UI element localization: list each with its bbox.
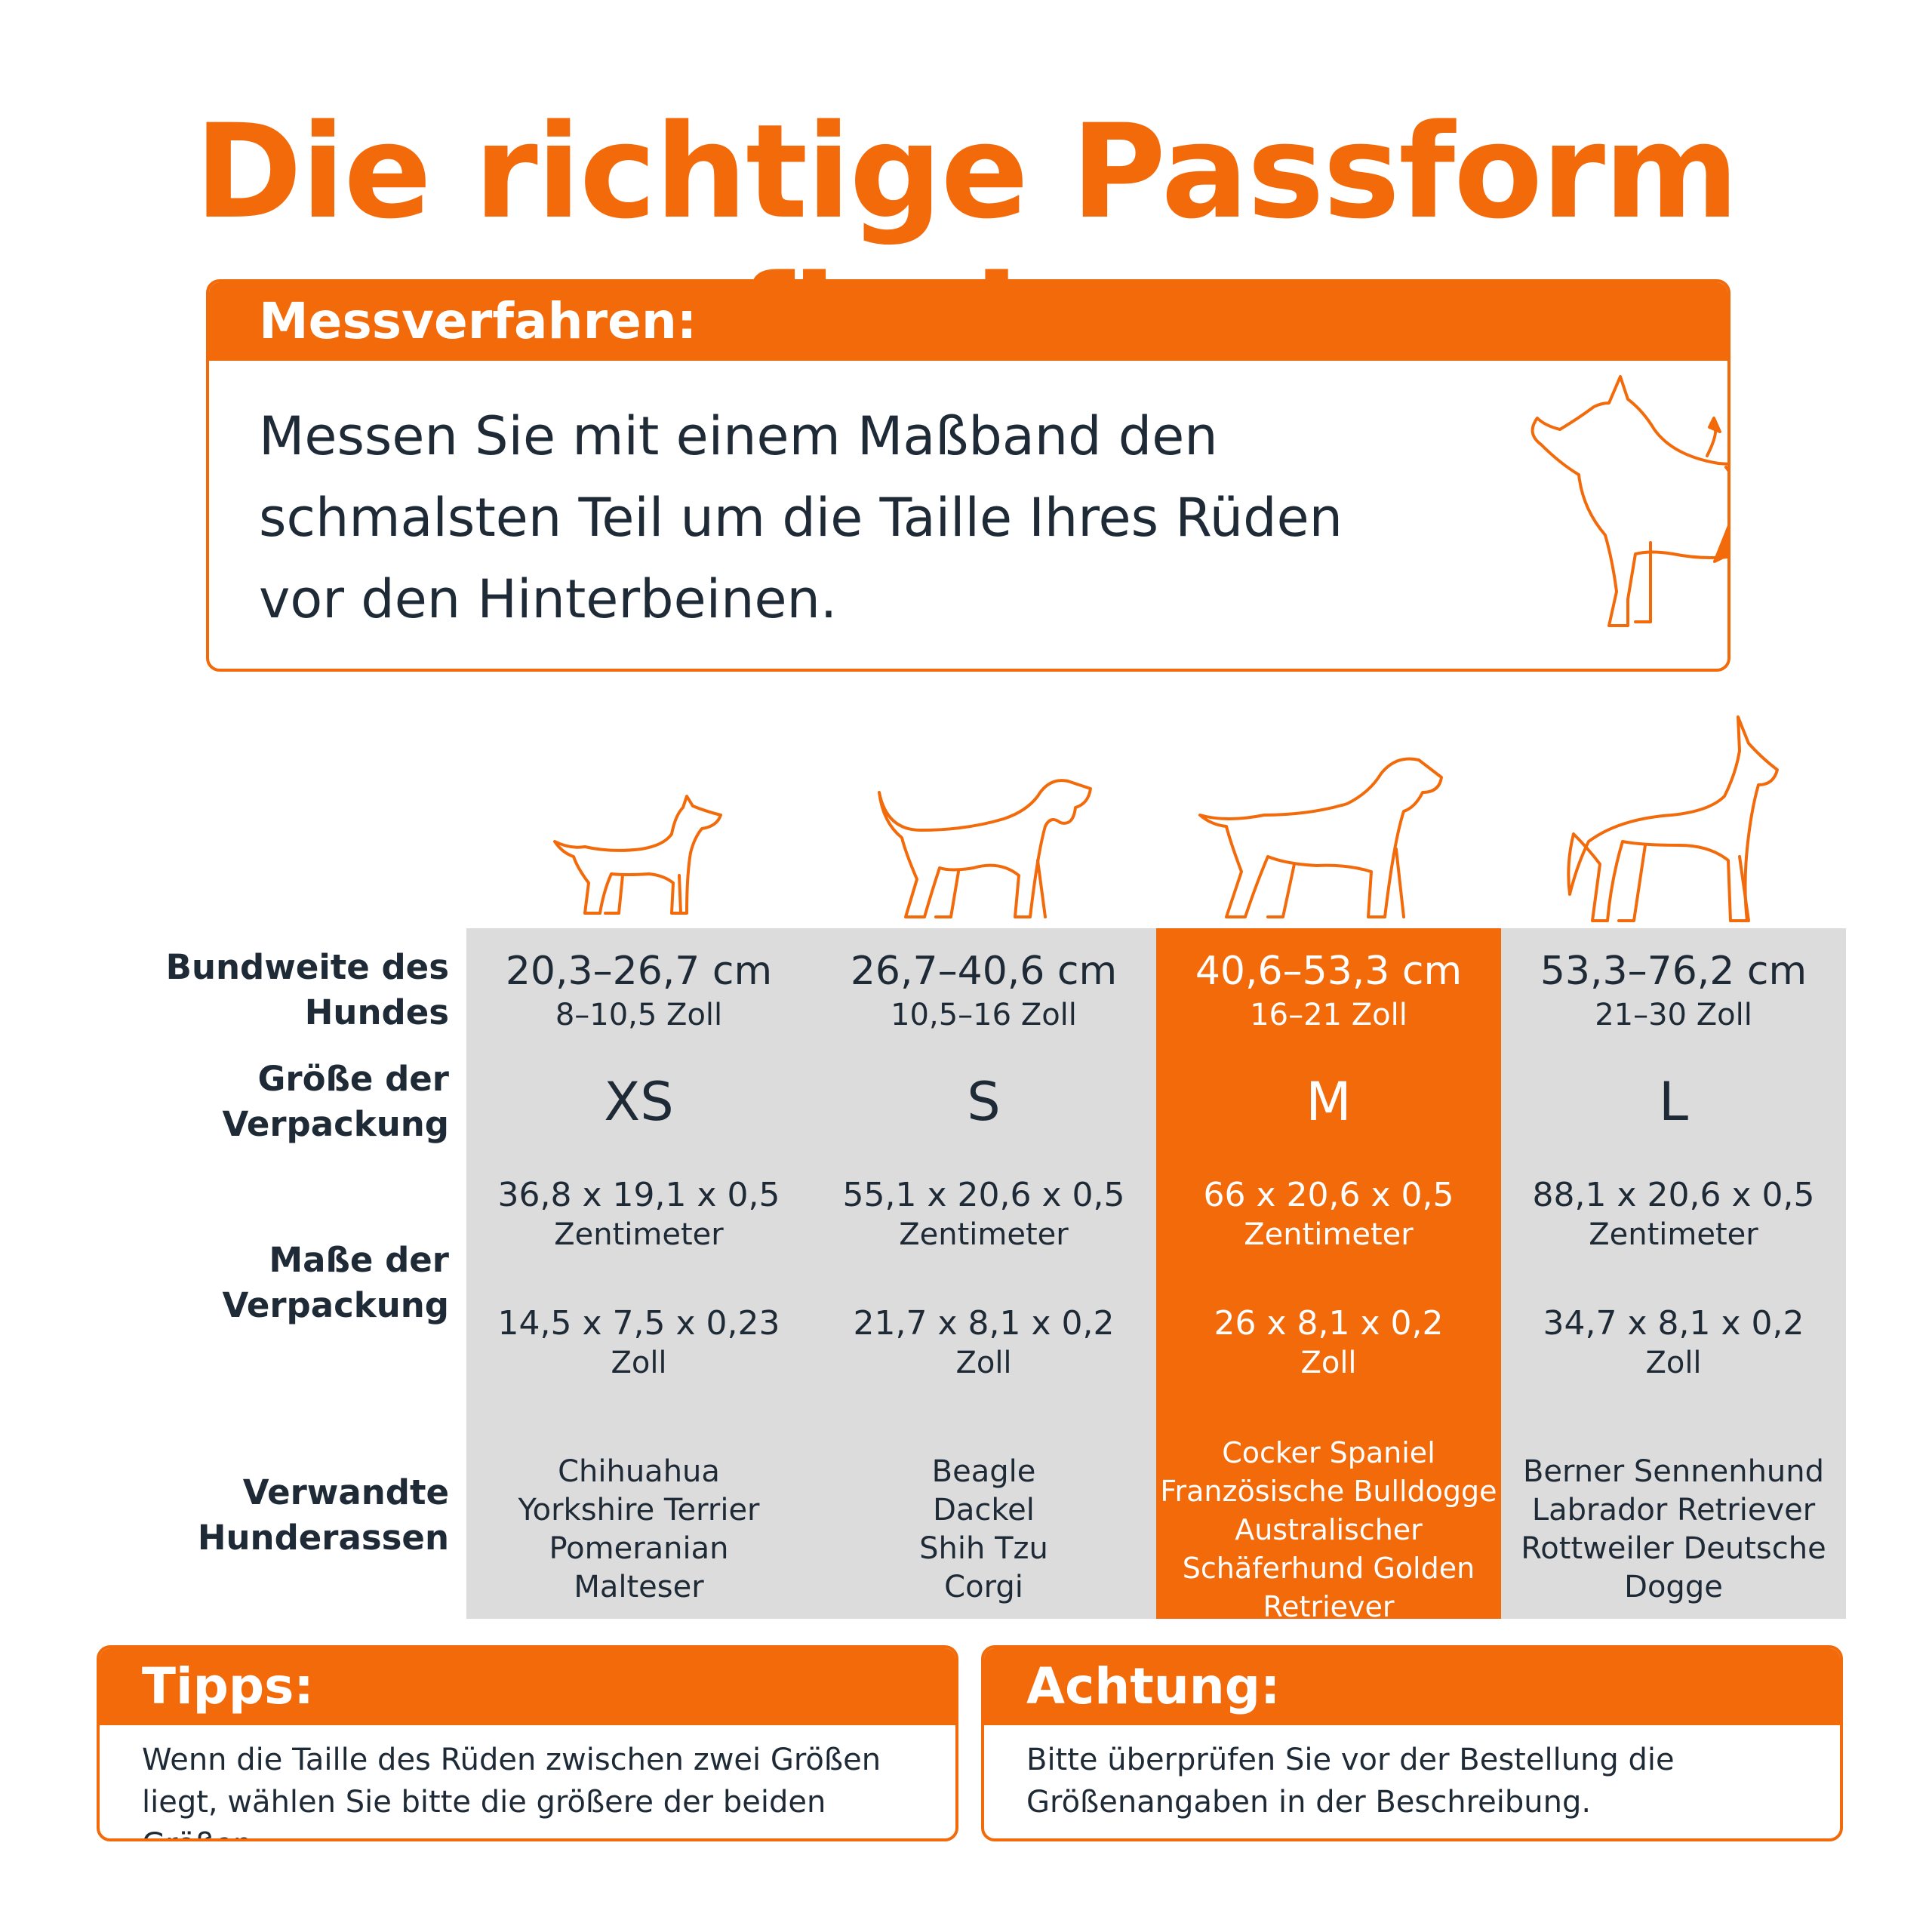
- dims-in-cell: 34,7 x 8,1 x 0,2 Zoll: [1501, 1304, 1846, 1383]
- unit-inch: Zoll: [955, 1346, 1012, 1380]
- breed: Australischer: [1235, 1513, 1423, 1546]
- warning-line: Größenangaben in der Beschreibung.: [1026, 1785, 1592, 1820]
- dims-cm: 66 x 20,6 x 0,5: [1203, 1176, 1454, 1214]
- tips-text: Wenn die Taille des Rüden zwischen zwei …: [142, 1739, 942, 1838]
- unit-cm: Zentimeter: [1244, 1217, 1414, 1252]
- row-label-breeds: Verwandte Hunderassen: [113, 1470, 449, 1561]
- breeds-cell: Cocker Spaniel Französische Bulldogge Au…: [1156, 1434, 1501, 1626]
- waist-cell: 20,3–26,7 cm 8–10,5 Zoll: [466, 947, 811, 1035]
- dims-in-cell: 26 x 8,1 x 0,2 Zoll: [1156, 1304, 1501, 1383]
- dims-cm-cell: 36,8 x 19,1 x 0,5 Zentimeter: [466, 1176, 811, 1254]
- warning-heading: Achtung:: [984, 1648, 1840, 1725]
- waist-inch: 16–21 Zoll: [1250, 998, 1407, 1032]
- breed: Dogge: [1624, 1570, 1723, 1604]
- breed: Retriever: [1263, 1590, 1395, 1623]
- waist-inch: 10,5–16 Zoll: [891, 998, 1077, 1032]
- dims-cm: 55,1 x 20,6 x 0,5: [842, 1176, 1125, 1214]
- breed: Shih Tzu: [919, 1531, 1048, 1566]
- breed: Schäferhund Golden: [1182, 1552, 1475, 1585]
- breed: Chihuahua: [558, 1454, 720, 1489]
- row-label-package-size: Größe der Verpackung: [113, 1057, 449, 1147]
- breed: Französische Bulldogge: [1160, 1475, 1497, 1508]
- row-label-package-dims: Maße der Verpackung: [113, 1238, 449, 1328]
- unit-inch: Zoll: [1300, 1346, 1357, 1380]
- dims-cm-cell: 66 x 20,6 x 0,5 Zentimeter: [1156, 1176, 1501, 1254]
- breed: Yorkshire Terrier: [518, 1493, 760, 1527]
- dims-cm: 36,8 x 19,1 x 0,5: [497, 1176, 780, 1214]
- dog-measuring-icon: [1531, 375, 1727, 627]
- package-size: S: [967, 1071, 1001, 1133]
- dims-cm-cell: 55,1 x 20,6 x 0,5 Zentimeter: [811, 1176, 1156, 1254]
- tips-line: liegt, wählen Sie bitte die größere der …: [142, 1785, 826, 1838]
- breed: Labrador Retriever: [1531, 1493, 1816, 1527]
- tips-line: Wenn die Taille des Rüden zwischen zwei …: [142, 1743, 881, 1777]
- tips-box: Tipps: Wenn die Taille des Rüden zwische…: [97, 1645, 958, 1841]
- great-dane-icon: [1567, 715, 1779, 922]
- breeds-cell: Chihuahua Yorkshire Terrier Pomeranian M…: [466, 1453, 811, 1607]
- column-m-highlight: [1156, 928, 1501, 1619]
- row-label-line: Verpackung: [222, 1104, 449, 1144]
- warning-box: Achtung: Bitte überprüfen Sie vor der Be…: [981, 1645, 1843, 1841]
- beagle-icon: [878, 779, 1092, 918]
- row-label-line: Verwandte: [242, 1472, 449, 1512]
- unit-cm: Zentimeter: [899, 1217, 1069, 1252]
- breed: Corgi: [944, 1570, 1023, 1604]
- breed: Rottweiler Deutsche: [1521, 1531, 1826, 1566]
- package-size: XS: [604, 1071, 674, 1133]
- waist-cm: 53,3–76,2 cm: [1540, 949, 1807, 994]
- waist-cell: 40,6–53,3 cm 16–21 Zoll: [1156, 947, 1501, 1035]
- breed: Pomeranian: [549, 1531, 729, 1566]
- small-dog-icon: [553, 795, 722, 915]
- waist-inch: 21–30 Zoll: [1595, 998, 1752, 1032]
- package-size: M: [1306, 1071, 1352, 1133]
- warning-line: Bitte überprüfen Sie vor der Bestellung …: [1026, 1743, 1675, 1777]
- waist-cm: 20,3–26,7 cm: [505, 949, 773, 994]
- dims-cm: 88,1 x 20,6 x 0,5: [1532, 1176, 1815, 1214]
- breed: Beagle: [931, 1454, 1036, 1489]
- measuring-box: Messverfahren: Messen Sie mit einem Maßb…: [206, 279, 1730, 672]
- dims-cm-cell: 88,1 x 20,6 x 0,5 Zentimeter: [1501, 1176, 1846, 1254]
- dims-inch: 26 x 8,1 x 0,2: [1214, 1304, 1444, 1343]
- unit-inch: Zoll: [1645, 1346, 1702, 1380]
- waist-cell: 53,3–76,2 cm 21–30 Zoll: [1501, 947, 1846, 1035]
- row-label-line: Verpackung: [222, 1285, 449, 1325]
- row-label-line: Hundes: [304, 992, 449, 1032]
- breed: Cocker Spaniel: [1222, 1436, 1435, 1469]
- waist-cm: 40,6–53,3 cm: [1195, 949, 1463, 994]
- breed: Malteser: [574, 1570, 704, 1604]
- unit-cm: Zentimeter: [1589, 1217, 1758, 1252]
- column-l: [1501, 928, 1846, 1619]
- package-size: L: [1659, 1071, 1688, 1133]
- breed: Berner Sennenhund: [1522, 1454, 1825, 1489]
- column-xs: [466, 928, 811, 1619]
- warning-text: Bitte überprüfen Sie vor der Bestellung …: [1026, 1739, 1826, 1823]
- breeds-cell: Beagle Dackel Shih Tzu Corgi: [811, 1453, 1156, 1607]
- dims-inch: 21,7 x 8,1 x 0,2: [853, 1304, 1115, 1343]
- measuring-line: vor den Hinterbeinen.: [259, 568, 838, 630]
- dims-in-cell: 21,7 x 8,1 x 0,2 Zoll: [811, 1304, 1156, 1383]
- dims-inch: 34,7 x 8,1 x 0,2: [1543, 1304, 1804, 1343]
- breeds-cell: Berner Sennenhund Labrador Retriever Rot…: [1501, 1453, 1846, 1607]
- row-label-line: Maße der: [269, 1240, 449, 1280]
- row-label-waist: Bundweite des Hundes: [113, 945, 449, 1035]
- column-s: [811, 928, 1156, 1619]
- measuring-text: Messen Sie mit einem Maßband den schmals…: [259, 395, 1542, 640]
- dims-in-cell: 14,5 x 7,5 x 0,23 Zoll: [466, 1304, 811, 1383]
- row-label-line: Bundweite des: [165, 947, 449, 987]
- breed: Dackel: [933, 1493, 1035, 1527]
- measuring-line: Messen Sie mit einem Maßband den: [259, 405, 1218, 467]
- measuring-heading: Messverfahren:: [209, 282, 1727, 361]
- unit-inch: Zoll: [611, 1346, 667, 1380]
- waist-inch: 8–10,5 Zoll: [555, 998, 723, 1032]
- waist-cm: 26,7–40,6 cm: [850, 949, 1118, 994]
- measuring-line: schmalsten Teil um die Taille Ihres Rüde…: [259, 487, 1343, 549]
- retriever-icon: [1198, 757, 1443, 918]
- row-label-line: Hunderassen: [197, 1518, 449, 1558]
- dims-inch: 14,5 x 7,5 x 0,23: [497, 1304, 780, 1343]
- waist-cell: 26,7–40,6 cm 10,5–16 Zoll: [811, 947, 1156, 1035]
- row-label-line: Größe der: [257, 1059, 449, 1099]
- tips-heading: Tipps:: [100, 1648, 955, 1725]
- unit-cm: Zentimeter: [554, 1217, 724, 1252]
